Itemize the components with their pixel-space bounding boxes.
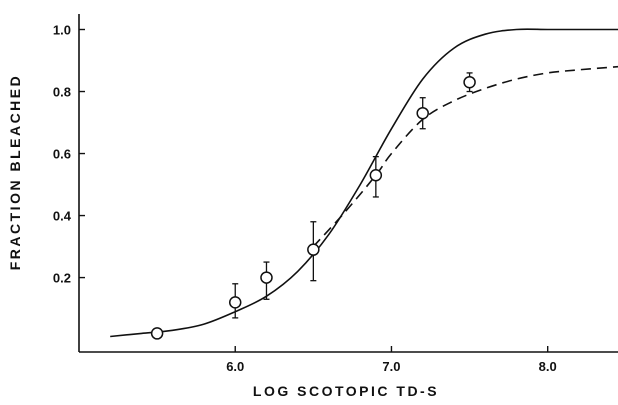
x-tick-label: 8.0 [539, 359, 557, 374]
ticks: 6.0 7.0 8.0 0.2 0.4 0.6 0.8 1.0 [53, 23, 557, 374]
data-point [369, 168, 383, 182]
y-tick-label: 1.0 [53, 23, 71, 38]
y-tick-label: 0.8 [53, 85, 71, 100]
data-point [228, 296, 242, 309]
data-point [150, 327, 164, 340]
x-axis-title: LOG SCOTOPIC TD-S [253, 383, 439, 399]
dashed-curve [312, 65, 618, 248]
y-tick-label: 0.2 [53, 271, 71, 286]
curves [110, 28, 618, 338]
data-point [307, 243, 320, 256]
data-point [463, 75, 476, 89]
x-tick-label: 7.0 [382, 359, 400, 374]
y-axis-title: FRACTION BLEACHED [7, 74, 23, 271]
data-points [150, 72, 476, 340]
data-point [260, 271, 273, 284]
axes [78, 14, 618, 353]
y-tick-label: 0.6 [53, 147, 71, 162]
solid-curve [110, 28, 618, 338]
data-point [416, 106, 429, 120]
y-tick-label: 0.4 [53, 209, 72, 224]
x-tick-label: 6.0 [226, 359, 244, 374]
